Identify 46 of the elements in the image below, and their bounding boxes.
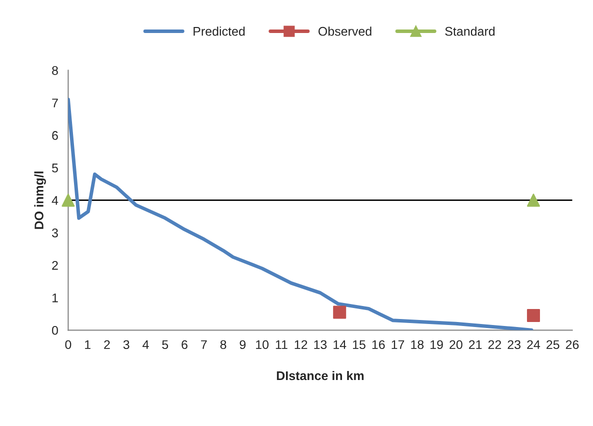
legend-label: Predicted bbox=[194, 26, 245, 36]
y-tick-label: 1 bbox=[52, 294, 58, 302]
x-tick-label: 12 bbox=[294, 340, 308, 349]
x-tick-label: 19 bbox=[430, 340, 443, 350]
x-tick-label: 24 bbox=[527, 340, 540, 349]
y-tick-label: 2 bbox=[52, 260, 58, 270]
point bbox=[62, 194, 75, 207]
x-tick-label: 18 bbox=[411, 340, 424, 350]
x-tick-label: 13 bbox=[314, 340, 327, 350]
x-tick-label: 11 bbox=[276, 340, 288, 349]
y-tick-label: 6 bbox=[52, 131, 58, 140]
x-tick-label: 0 bbox=[65, 340, 72, 350]
y-tick-label: 4 bbox=[52, 196, 58, 205]
point bbox=[333, 306, 346, 319]
x-tick-label: 5 bbox=[162, 340, 168, 350]
x-tick-label: 3 bbox=[123, 340, 130, 350]
x-tick-label: 16 bbox=[372, 340, 385, 350]
x-tick-label: 23 bbox=[508, 340, 520, 350]
x-tick-label: 9 bbox=[240, 340, 246, 350]
x-tick-label: 4 bbox=[142, 340, 149, 349]
x-axis-title: DIstance in km bbox=[276, 370, 364, 380]
legend-label: Standard bbox=[445, 26, 495, 36]
y-tick-label: 0 bbox=[52, 326, 58, 335]
x-tick-label: 26 bbox=[566, 340, 579, 350]
x-tick-label: 20 bbox=[450, 340, 462, 350]
y-axis-title: DO inmg/l bbox=[34, 172, 46, 229]
x-tick-label: 1 bbox=[85, 340, 90, 349]
x-tick-label: 7 bbox=[201, 340, 207, 349]
x-tick-label: 14 bbox=[334, 340, 346, 349]
y-tick-label: 8 bbox=[52, 66, 58, 75]
y-tick-label: 7 bbox=[52, 98, 58, 108]
y-tick-label: 3 bbox=[52, 228, 58, 238]
legend-label: Observed bbox=[318, 26, 372, 36]
x-tick-label: 6 bbox=[182, 340, 188, 350]
line-series bbox=[68, 98, 534, 330]
x-tick-label: 10 bbox=[256, 340, 269, 350]
x-tick-label: 17 bbox=[392, 340, 404, 349]
x-tick-label: 25 bbox=[546, 340, 560, 350]
x-tick-label: 2 bbox=[104, 340, 110, 349]
y-tick-label: 5 bbox=[52, 164, 58, 172]
x-tick-label: 21 bbox=[468, 340, 482, 349]
point bbox=[526, 309, 540, 322]
x-tick-label: 15 bbox=[352, 340, 366, 350]
x-tick-label: 8 bbox=[220, 340, 226, 350]
x-tick-label: 22 bbox=[488, 340, 502, 349]
point bbox=[526, 194, 540, 207]
